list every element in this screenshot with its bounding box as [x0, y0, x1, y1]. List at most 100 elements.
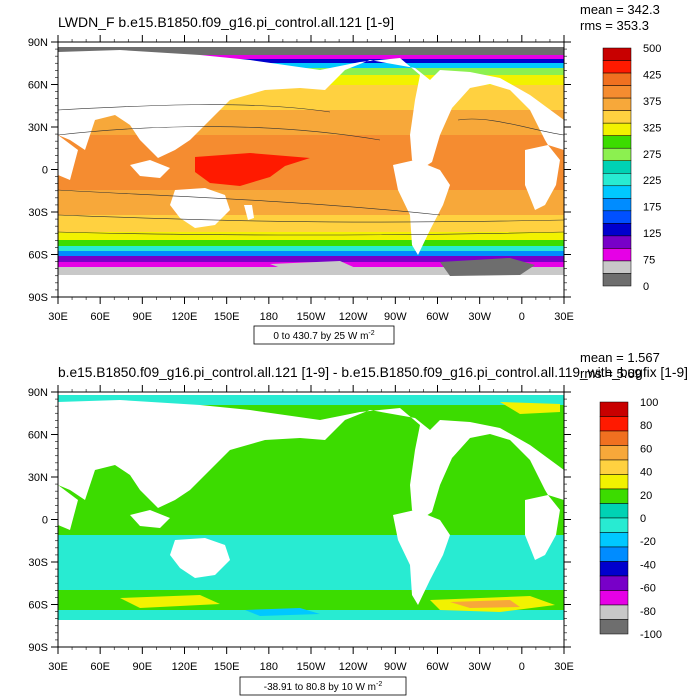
- lon-label: 180: [260, 311, 278, 323]
- colorbar-cell: [602, 173, 632, 187]
- colorbar-label: 40: [640, 467, 652, 479]
- colorbar-label: 0: [643, 281, 649, 293]
- ice-patch: [270, 261, 360, 275]
- colorbar-cell: [599, 517, 629, 533]
- lat-label: 90S: [28, 292, 48, 304]
- band: [58, 251, 564, 256]
- colorbar-cell: [599, 590, 629, 606]
- panel-2-title: b.e15.B1850.f09_g16.pi_control.all.121 […: [58, 364, 688, 380]
- lat-label: 30S: [28, 207, 48, 219]
- lon-label: 180: [260, 661, 278, 673]
- lon-label: 120E: [172, 311, 198, 323]
- panel-1: LWDN_F b.e15.B1850.f09_g16.pi_control.al…: [28, 2, 661, 345]
- colorbar-label: -100: [640, 629, 662, 641]
- band: [58, 63, 564, 68]
- colorbar-cell: [602, 47, 632, 61]
- colorbar-cell: [599, 474, 629, 490]
- anomaly-patch: [120, 595, 220, 608]
- colorbar-label: 375: [643, 96, 661, 108]
- colorbar-label: 500: [643, 43, 661, 55]
- colorbar-cell: [602, 72, 632, 86]
- colorbar-cell: [599, 561, 629, 577]
- panel-1-info-label: 0 to 430.7 by 25 W m-2: [273, 330, 374, 342]
- lon-label: 90W: [384, 661, 407, 673]
- band: [58, 135, 564, 190]
- colorbar-label: 325: [643, 122, 661, 134]
- colorbar-cell: [599, 445, 629, 461]
- lon-label: 150E: [214, 661, 240, 673]
- colorbar-label: 80: [640, 420, 652, 432]
- colorbar-label: 60: [640, 443, 652, 455]
- lon-label: 30E: [554, 311, 574, 323]
- colorbar-cell: [599, 459, 629, 475]
- panel-1-map: [58, 42, 564, 297]
- land-masks: [58, 400, 564, 605]
- warm-pool: [195, 153, 310, 186]
- lon-label: 150W: [297, 661, 326, 673]
- colorbar-label: 225: [643, 175, 661, 187]
- colorbar-cell: [602, 185, 632, 199]
- ice-patch: [440, 258, 535, 276]
- band: [58, 55, 564, 59]
- panel-2: mean = 1.567 rms = 5.69 b.e15.B1850.f09_…: [28, 350, 688, 696]
- colorbar-cell: [599, 546, 629, 562]
- lat-label: 0: [42, 515, 48, 527]
- lat-label: 60N: [28, 80, 48, 92]
- band: [58, 256, 564, 262]
- lon-label: 60W: [426, 661, 449, 673]
- anomaly-patch: [500, 402, 560, 414]
- band: [58, 47, 564, 55]
- panel-1-info-box: [253, 325, 395, 345]
- colorbar-cell: [599, 575, 629, 591]
- colorbar-cell: [602, 210, 632, 224]
- panel-2-lon-labels: 30E 60E 90E 120E 150E 180 150W 120W 90W 60W 30W 0 30…: [48, 661, 574, 673]
- contours: [58, 104, 564, 236]
- lat-label: 30N: [28, 472, 48, 484]
- colorbar-cell: [602, 60, 632, 74]
- colorbar-cell: [602, 110, 632, 124]
- colorbar-label: -20: [640, 536, 656, 548]
- lon-label: 30E: [48, 311, 68, 323]
- colorbar-cell: [599, 619, 629, 635]
- lat-label: 30S: [28, 557, 48, 569]
- colorbar-label: -40: [640, 559, 656, 571]
- lon-label: 30E: [48, 661, 68, 673]
- colorbar-cell: [602, 260, 632, 274]
- panel-2-mean: mean = 1.567: [580, 350, 660, 365]
- panel-1-rms: rms = 353.3: [580, 18, 649, 33]
- colorbar-label: 175: [643, 202, 661, 214]
- band: [58, 232, 564, 240]
- colorbar-cell: [602, 198, 632, 212]
- panel-1-mean: mean = 342.3: [580, 2, 660, 17]
- colorbar-cell: [602, 97, 632, 111]
- lon-label: 60E: [90, 661, 110, 673]
- lon-label: 150E: [214, 311, 240, 323]
- colorbar-cell: [599, 430, 629, 446]
- lon-label: 0: [519, 311, 525, 323]
- colorbar-label: 0: [640, 513, 646, 525]
- lon-label: 60W: [426, 311, 449, 323]
- colorbar-cell: [599, 604, 629, 620]
- land-masks: [58, 50, 564, 255]
- anomaly-patch: [450, 600, 520, 608]
- colorbar-label: -80: [640, 606, 656, 618]
- lon-label: 150W: [297, 311, 326, 323]
- lat-label: 90N: [28, 387, 48, 399]
- colorbar-cell: [602, 135, 632, 149]
- band: [58, 620, 564, 647]
- lat-label: 90N: [28, 37, 48, 49]
- panel-2-map: [58, 392, 564, 647]
- band: [58, 535, 564, 590]
- panel-2-colorbar: 100 80 60 40 20 0 -20 -40 -60 -80 -100: [599, 397, 662, 641]
- colorbar-cell: [599, 503, 629, 519]
- colorbar-label: -60: [640, 583, 656, 595]
- band: [58, 610, 564, 620]
- colorbar-cell: [599, 488, 629, 504]
- band: [58, 395, 564, 405]
- band: [58, 246, 564, 251]
- lon-label: 60E: [90, 311, 110, 323]
- lat-label: 60N: [28, 430, 48, 442]
- colorbar-cell: [602, 122, 632, 136]
- lat-label: 60S: [28, 250, 48, 262]
- colorbar-cell: [602, 235, 632, 249]
